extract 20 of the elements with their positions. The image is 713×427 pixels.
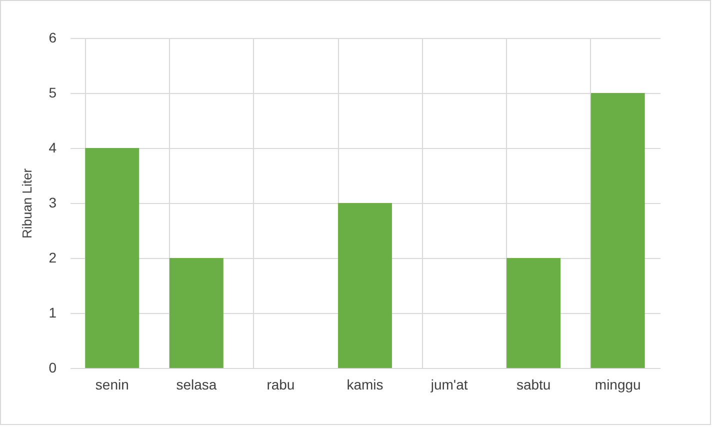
y-tick-label: 1 xyxy=(48,304,57,320)
x-tick-label: kamis xyxy=(346,376,384,392)
x-tick-label: jum'at xyxy=(430,376,468,392)
y-tick-label: 3 xyxy=(48,194,57,210)
bar xyxy=(85,148,140,368)
y-tick-label: 0 xyxy=(48,360,57,376)
y-tick-label: 5 xyxy=(48,84,57,100)
bar xyxy=(169,258,224,368)
x-tick-label: sabtu xyxy=(516,376,551,392)
x-tick-label: minggu xyxy=(594,376,641,392)
x-tick-label: selasa xyxy=(176,376,217,392)
x-tick-label: rabu xyxy=(266,376,295,392)
y-tick-label: 4 xyxy=(48,140,57,156)
y-tick-label: 6 xyxy=(48,30,57,46)
bar xyxy=(590,93,645,368)
x-tick-label: senin xyxy=(95,376,129,392)
y-tick-label: 2 xyxy=(48,250,57,266)
y-axis-title: Ribuan Liter xyxy=(20,168,35,239)
bar xyxy=(338,203,392,368)
bar xyxy=(506,258,561,368)
